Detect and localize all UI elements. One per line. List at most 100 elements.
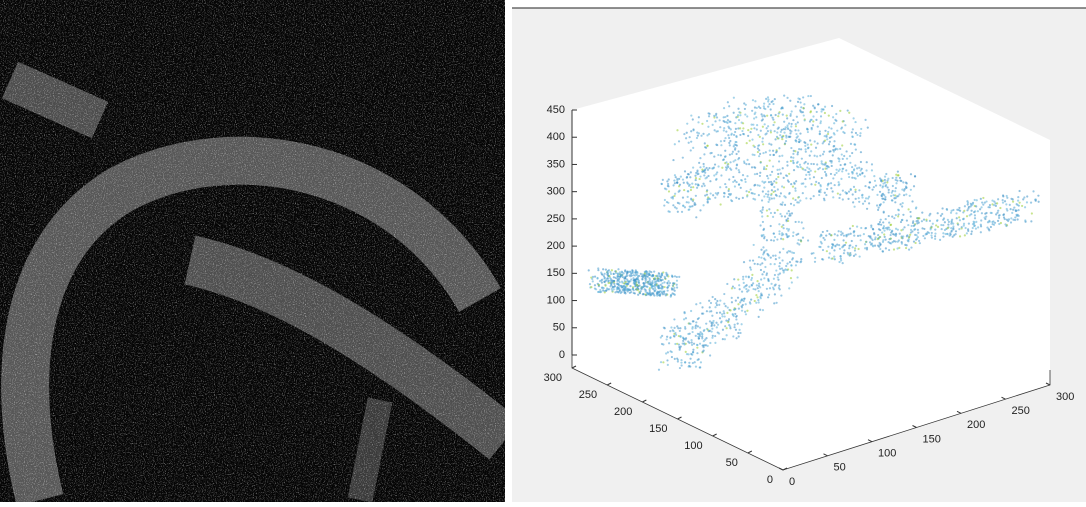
point	[819, 235, 821, 237]
point	[794, 199, 796, 201]
point	[948, 221, 950, 223]
point	[798, 148, 800, 150]
point	[588, 269, 590, 271]
point	[799, 132, 801, 134]
point	[760, 210, 762, 212]
point	[895, 174, 897, 176]
point	[782, 201, 784, 203]
point	[797, 101, 799, 103]
point	[758, 149, 760, 151]
point	[824, 135, 826, 137]
point	[710, 192, 712, 194]
point	[601, 287, 603, 289]
point	[767, 125, 769, 127]
point	[861, 168, 863, 170]
point	[725, 155, 727, 157]
point	[958, 216, 960, 218]
point	[854, 249, 856, 251]
point	[738, 183, 740, 185]
point	[819, 155, 821, 157]
point	[744, 311, 746, 313]
point	[832, 190, 834, 192]
point	[923, 218, 925, 220]
point	[654, 287, 656, 289]
point	[651, 281, 653, 283]
point	[675, 176, 677, 178]
point	[853, 230, 855, 232]
point	[931, 232, 933, 234]
point	[741, 130, 743, 132]
point	[733, 326, 735, 328]
point	[742, 276, 744, 278]
point	[912, 222, 914, 224]
point	[753, 166, 755, 168]
point	[872, 245, 874, 247]
point	[792, 157, 794, 159]
point	[741, 310, 743, 312]
x-tick-label: 200	[614, 406, 632, 418]
point	[638, 284, 640, 286]
point	[876, 204, 878, 206]
point	[738, 169, 740, 171]
point	[848, 191, 850, 193]
point	[772, 154, 774, 156]
point	[773, 180, 775, 182]
point	[672, 184, 674, 186]
point	[800, 240, 802, 242]
point	[900, 229, 902, 231]
point	[680, 176, 682, 178]
point	[790, 147, 792, 149]
point	[807, 239, 809, 241]
point	[724, 183, 726, 185]
point	[668, 190, 670, 192]
point	[885, 173, 887, 175]
point	[678, 276, 680, 278]
point	[702, 345, 704, 347]
point	[846, 234, 848, 236]
point	[745, 288, 747, 290]
point	[634, 274, 636, 276]
point	[842, 262, 844, 264]
point	[661, 183, 663, 185]
point	[806, 167, 808, 169]
point	[724, 116, 726, 118]
x-tick-label: 150	[649, 423, 667, 435]
point	[828, 151, 830, 153]
point	[781, 107, 783, 109]
point	[784, 215, 786, 217]
point	[737, 114, 739, 116]
point	[637, 294, 639, 296]
point	[642, 293, 644, 295]
point	[699, 209, 701, 211]
point	[672, 159, 674, 161]
point	[715, 144, 717, 146]
point	[901, 205, 903, 207]
point	[712, 320, 714, 322]
point	[746, 175, 748, 177]
point	[692, 128, 694, 130]
point	[805, 148, 807, 150]
point	[707, 345, 709, 347]
point	[797, 121, 799, 123]
point	[698, 116, 700, 118]
point	[859, 135, 861, 137]
point	[733, 315, 735, 317]
point	[896, 247, 898, 249]
point	[666, 336, 668, 338]
point	[746, 159, 748, 161]
point	[755, 302, 757, 304]
point	[958, 207, 960, 209]
point	[727, 119, 729, 121]
point	[674, 182, 676, 184]
point	[701, 336, 703, 338]
point	[756, 296, 758, 298]
point	[789, 136, 791, 138]
point	[782, 238, 784, 240]
point	[647, 273, 649, 275]
point	[838, 183, 840, 185]
point	[791, 110, 793, 112]
point	[841, 170, 843, 172]
point	[772, 286, 774, 288]
point	[776, 195, 778, 197]
point	[726, 115, 728, 117]
